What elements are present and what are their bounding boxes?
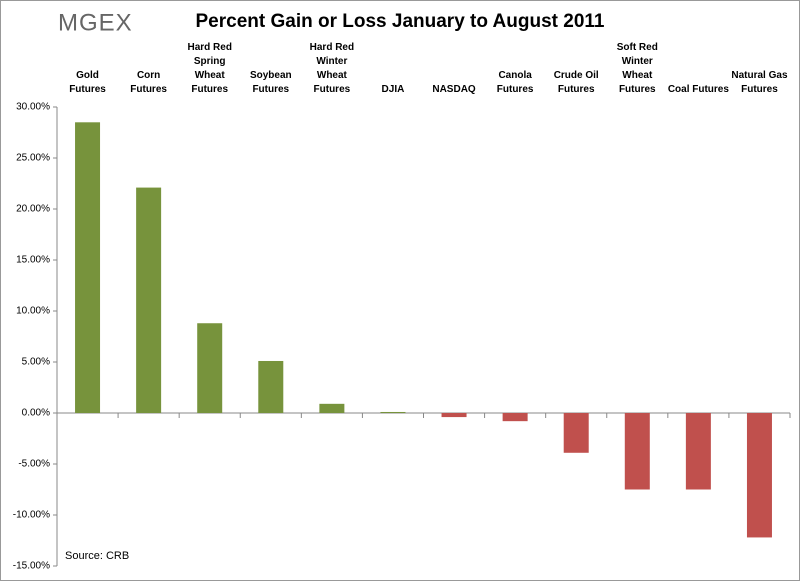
bar	[258, 360, 284, 413]
logo: MGEX	[58, 9, 133, 36]
y-tick-label: 5.00%	[22, 357, 50, 368]
y-tick-label: 10.00%	[16, 306, 50, 317]
source: Source: CRB	[65, 550, 129, 562]
bar	[746, 413, 772, 538]
y-tick-label: 0.00%	[22, 408, 50, 419]
x-tick-label: Hard Red Spring Wheat Futures	[187, 42, 232, 95]
x-tick-label: Corn Futures	[130, 70, 167, 95]
x-tick-label: Hard Red Winter Wheat Futures	[309, 42, 355, 95]
bar	[502, 413, 528, 422]
x-tick-label: NASDAQ	[432, 84, 476, 95]
bar	[136, 187, 162, 413]
y-tick-label: 25.00%	[16, 153, 50, 164]
x-tick-label: Gold Futures	[69, 70, 106, 95]
y-tick-label: -10.00%	[13, 510, 50, 521]
x-tick-label: Natural Gas Futures	[731, 70, 788, 95]
y-tick-label: 20.00%	[16, 204, 50, 215]
bar	[685, 413, 711, 490]
x-tick-label: DJIA	[381, 84, 405, 95]
x-tick-label: Soft Red Winter Wheat Futures	[616, 42, 658, 95]
x-tick-label: Coal Futures	[667, 84, 729, 95]
x-tick-label: Crude Oil Futures	[553, 70, 599, 95]
bar	[441, 413, 467, 418]
chart-title: Percent Gain or Loss January to August 2…	[196, 11, 605, 32]
bar	[197, 323, 223, 413]
bar	[563, 413, 589, 453]
y-tick-label: -5.00%	[18, 459, 50, 470]
bar	[380, 411, 406, 413]
bar	[624, 413, 650, 490]
x-tick-label: Canola Futures	[496, 70, 534, 95]
y-tick-label: -15.00%	[13, 561, 50, 572]
y-tick-label: 15.00%	[16, 255, 50, 266]
bar	[75, 122, 101, 414]
x-tick-label: Soybean Futures	[249, 70, 292, 95]
bar	[319, 403, 345, 413]
y-tick-label: 30.00%	[16, 102, 50, 113]
